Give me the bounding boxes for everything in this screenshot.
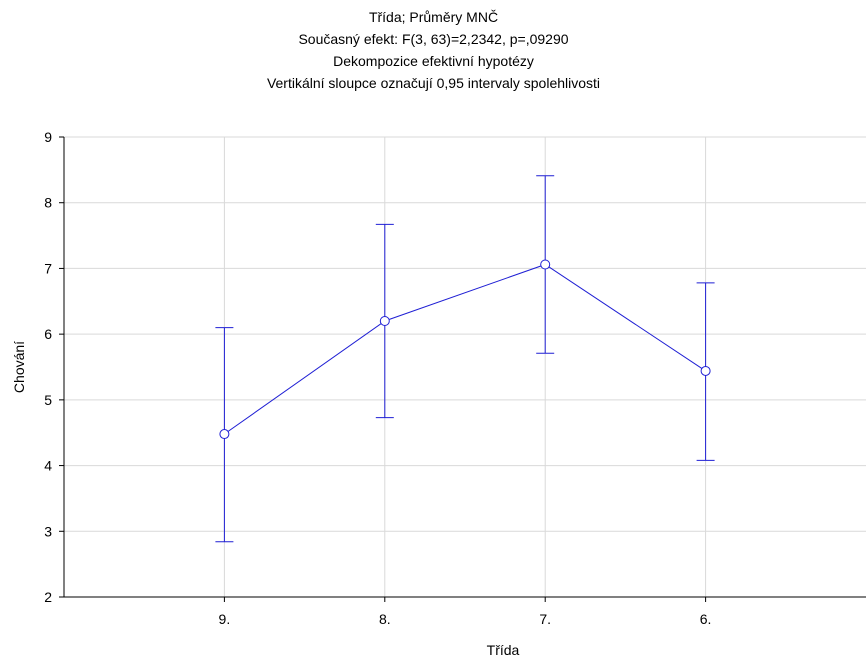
x-tick-label: 8.	[379, 611, 391, 627]
series-line	[224, 263, 706, 435]
y-tick-label: 9	[44, 129, 52, 145]
data-point	[379, 316, 390, 326]
y-axis-title: Chování	[11, 341, 27, 393]
chart-title: Třída; Průměry MNČ Současný efekt: F(3, …	[0, 6, 867, 94]
chart-title-line-3: Dekompozice efektivní hypotézy	[333, 53, 534, 69]
y-tick-label: 6	[44, 326, 52, 342]
chart-title-line-1: Třída; Průměry MNČ	[368, 9, 499, 25]
data-point	[219, 429, 230, 440]
y-tick-label: 7	[44, 260, 52, 276]
data-point	[700, 365, 711, 376]
data-point	[540, 259, 551, 270]
chart-title-line-2: Současný efekt: F(3, 63)=2,2342, p=,0929…	[298, 31, 569, 47]
y-tick-label: 4	[44, 458, 52, 474]
y-tick-label: 5	[44, 392, 52, 408]
x-tick-label: 7.	[539, 611, 551, 627]
chart-title-line-4: Vertikální sloupce označují 0,95 interva…	[266, 75, 601, 91]
x-tick-label: 6.	[700, 611, 712, 627]
x-axis-title: Třída	[487, 642, 520, 658]
x-tick-label: 9.	[219, 611, 231, 627]
y-tick-label: 8	[44, 195, 52, 211]
y-tick-label: 3	[44, 523, 52, 539]
y-tick-label: 2	[44, 589, 52, 605]
